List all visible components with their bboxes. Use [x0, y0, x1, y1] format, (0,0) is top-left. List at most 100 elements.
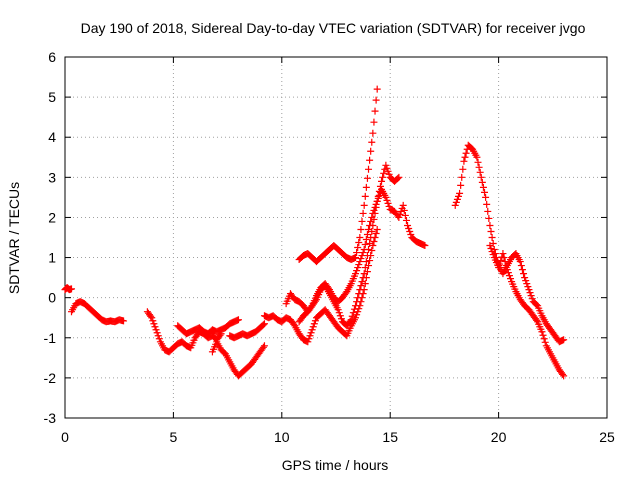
y-axis-title: SDTVAR / TECUs: [6, 182, 22, 294]
data-point: [153, 329, 161, 337]
data-point: [383, 164, 391, 172]
data-point: [362, 258, 370, 266]
data-point: [522, 277, 530, 285]
data-point: [518, 266, 526, 274]
data-point: [384, 199, 392, 207]
data-point: [485, 214, 493, 222]
data-point: [453, 195, 461, 203]
y-tick-label: 4: [48, 129, 56, 145]
data-point: [373, 225, 381, 233]
data-point: [483, 200, 491, 208]
y-tick-label: 3: [48, 169, 56, 185]
data-point: [473, 153, 481, 161]
data-point: [354, 294, 362, 302]
y-tick-label: -1: [44, 330, 57, 346]
data-point: [352, 254, 360, 262]
data-point: [487, 227, 495, 235]
data-point: [365, 246, 373, 254]
data-point: [382, 193, 390, 201]
data-point: [359, 209, 367, 217]
data-point: [451, 201, 459, 209]
data-point: [385, 202, 393, 210]
data-point: [405, 224, 413, 232]
data-point: [481, 188, 489, 196]
data-point: [560, 372, 568, 380]
data-point: [383, 196, 391, 204]
data-point: [370, 215, 378, 223]
data-point: [352, 302, 360, 310]
data-point: [524, 283, 532, 291]
data-point: [259, 343, 267, 351]
data-point: [150, 320, 158, 328]
data-point: [346, 317, 354, 325]
data-point: [521, 274, 529, 282]
data-point: [359, 274, 367, 282]
data-point: [353, 298, 361, 306]
data-point: [149, 317, 157, 325]
x-tick-label: 20: [491, 429, 507, 445]
x-tick-label: 15: [382, 429, 398, 445]
data-point: [421, 242, 429, 250]
data-point: [457, 181, 465, 189]
data-point: [357, 282, 365, 290]
data-point: [460, 157, 468, 165]
data-point: [373, 197, 381, 205]
data-point: [379, 173, 387, 181]
x-tick-label: 0: [61, 429, 69, 445]
data-point: [308, 326, 316, 334]
data-point: [348, 312, 356, 320]
data-point: [354, 244, 362, 252]
data-point: [363, 174, 371, 182]
data-point: [559, 370, 567, 378]
series-trace-10: [295, 85, 381, 266]
y-tick-label: 6: [48, 49, 56, 65]
data-point: [120, 317, 128, 325]
data-point: [560, 336, 568, 344]
x-tick-label: 10: [274, 429, 290, 445]
data-point: [372, 229, 380, 237]
data-point: [402, 216, 410, 224]
data-point: [361, 192, 369, 200]
data-point: [360, 270, 368, 278]
data-point: [400, 206, 408, 214]
data-point: [395, 213, 403, 221]
data-point: [489, 251, 497, 259]
x-tick-label: 5: [170, 429, 178, 445]
data-point: [354, 264, 362, 272]
series-trace-7: [260, 225, 381, 346]
data-point: [311, 317, 319, 325]
data-point: [394, 174, 402, 182]
data-point: [540, 335, 548, 343]
data-point: [374, 192, 382, 200]
data-point: [396, 210, 404, 218]
data-point: [363, 252, 371, 260]
data-point: [352, 270, 360, 278]
data-point: [304, 338, 312, 346]
data-point: [148, 314, 156, 322]
y-tick-label: 1: [48, 250, 56, 266]
data-point: [372, 203, 380, 211]
plot-frame: [64, 56, 608, 419]
x-axis-title: GPS time / hours: [282, 457, 389, 473]
data-point: [356, 258, 364, 266]
data-point: [516, 258, 524, 266]
series-trace-5: [208, 338, 268, 380]
data-point: [369, 221, 377, 229]
data-point: [486, 242, 494, 250]
grid-lines: [65, 57, 607, 418]
y-axis: -3 -2 -1 0 1 2 3 4 5 6: [44, 49, 607, 426]
data-point: [358, 278, 366, 286]
data-point: [155, 335, 163, 343]
data-point: [368, 227, 376, 235]
data-point: [399, 201, 407, 209]
data-point: [260, 342, 268, 350]
data-point: [525, 286, 533, 294]
data-point: [151, 323, 159, 331]
data-point: [507, 275, 515, 283]
series-trace-4: [174, 316, 242, 338]
data-point: [355, 290, 363, 298]
data-point: [357, 255, 365, 263]
data-point: [259, 321, 267, 329]
data-point: [497, 257, 505, 265]
